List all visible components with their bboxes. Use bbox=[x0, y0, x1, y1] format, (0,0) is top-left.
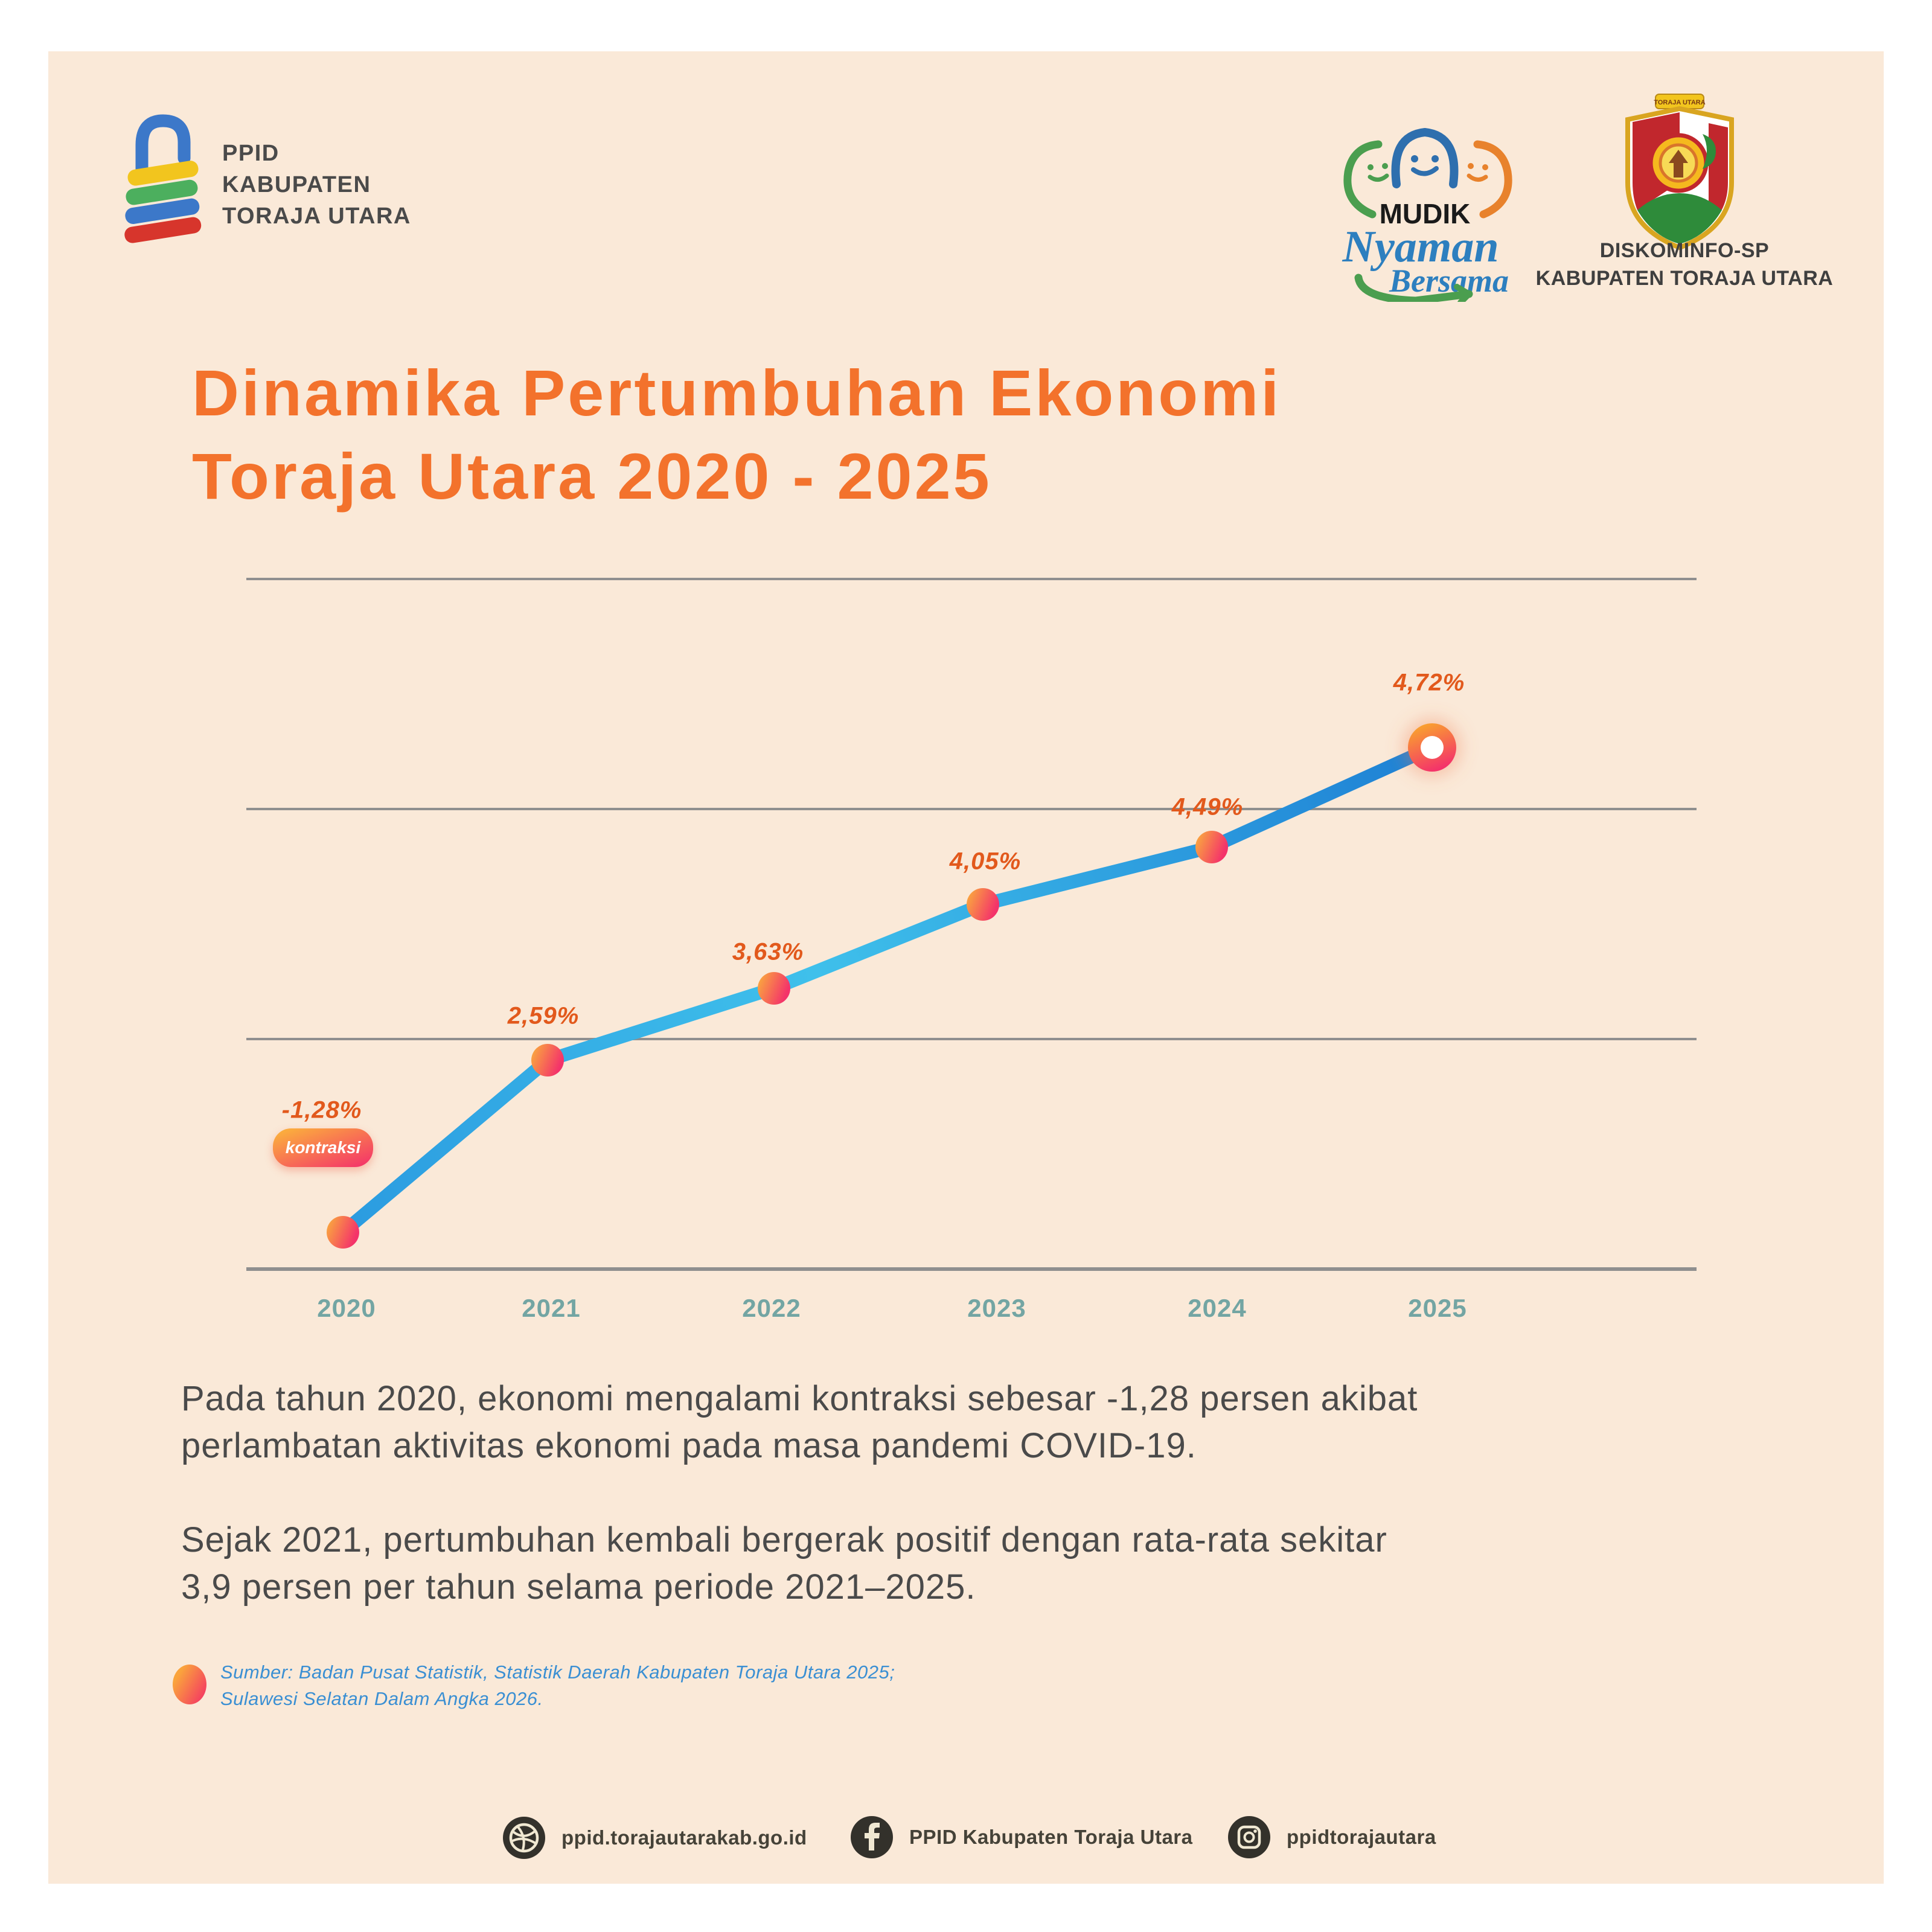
book-stack-icon bbox=[124, 161, 202, 243]
ppid-line2: KABUPATEN bbox=[222, 172, 371, 197]
footer-website-link[interactable]: ppid.torajautarakab.go.id bbox=[502, 1816, 807, 1860]
value-label-2024: 4,49% bbox=[1171, 793, 1244, 820]
crest-banner-text: TORAJA UTARA bbox=[1654, 99, 1705, 106]
kontraksi-badge: kontraksi bbox=[273, 1128, 373, 1167]
title-line1: Dinamika Pertumbuhan Ekonomi bbox=[192, 356, 1282, 429]
footer-facebook-label: PPID Kabupaten Toraja Utara bbox=[909, 1826, 1193, 1848]
footer-facebook-link[interactable]: PPID Kabupaten Toraja Utara bbox=[850, 1815, 1193, 1859]
diskominfo-line2: KABUPATEN TORAJA UTARA bbox=[1535, 267, 1834, 290]
year-label-2020: 2020 bbox=[317, 1294, 376, 1322]
footer-instagram-link[interactable]: ppidtorajautara bbox=[1227, 1815, 1436, 1859]
year-label-2022: 2022 bbox=[742, 1294, 801, 1322]
page-title: Dinamika Pertumbuhan Ekonomi Toraja Utar… bbox=[192, 351, 1281, 518]
kontraksi-badge-label: kontraksi bbox=[285, 1138, 361, 1157]
title-line2: Toraja Utara 2020 - 2025 bbox=[192, 440, 992, 513]
smiling-faces-icon bbox=[1343, 127, 1512, 219]
source-bullet-icon bbox=[173, 1665, 206, 1704]
year-label-2025: 2025 bbox=[1408, 1294, 1467, 1322]
toraja-utara-crest: TORAJA UTARA bbox=[1625, 94, 1734, 251]
paragraph-growth-recovery: Sejak 2021, pertumbuhan kembali bergerak… bbox=[181, 1517, 1387, 1611]
mudik-word: MUDIK bbox=[1380, 198, 1471, 229]
globe-icon bbox=[503, 1817, 545, 1859]
ppid-lock-logo bbox=[124, 114, 202, 243]
paragraph2-line2: 3,9 persen per tahun selama periode 2021… bbox=[181, 1567, 976, 1607]
diskominfo-line1: DISKOMINFO-SP bbox=[1599, 239, 1770, 262]
ppid-logo-text: PPID KABUPATEN TORAJA UTARA bbox=[222, 138, 411, 232]
value-label-2023: 4,05% bbox=[949, 848, 1022, 875]
lock-shackle-icon bbox=[135, 114, 191, 177]
card-background bbox=[48, 51, 1884, 1884]
instagram-icon bbox=[1228, 1816, 1270, 1858]
gridlines bbox=[246, 578, 1697, 1271]
facebook-icon bbox=[851, 1816, 893, 1858]
year-label-2023: 2023 bbox=[967, 1294, 1026, 1322]
nyaman-word: Nyaman bbox=[1342, 222, 1499, 272]
footer-instagram-label: ppidtorajautara bbox=[1287, 1826, 1436, 1848]
value-label-2025: 4,72% bbox=[1393, 669, 1465, 696]
source-citation: Sumber: Badan Pusat Statistik, Statistik… bbox=[220, 1659, 895, 1712]
value-label-2022: 3,63% bbox=[732, 938, 804, 965]
smile-arrow-icon bbox=[1454, 284, 1472, 302]
value-label-2020: -1,28% bbox=[281, 1096, 362, 1124]
year-label-2024: 2024 bbox=[1188, 1294, 1247, 1322]
diskominfo-caption: DISKOMINFO-SP KABUPATEN TORAJA UTARA bbox=[1536, 237, 1834, 292]
ppid-line3: TORAJA UTARA bbox=[222, 203, 411, 229]
mudik-nyaman-bersama-badge: MUDIK Nyaman Bersama bbox=[1342, 127, 1512, 302]
source-line2: Sulawesi Selatan Dalam Angka 2026. bbox=[220, 1688, 543, 1709]
smile-arc-icon bbox=[1354, 273, 1473, 302]
year-label-2021: 2021 bbox=[522, 1294, 581, 1322]
paragraph2-line1: Sejak 2021, pertumbuhan kembali bergerak… bbox=[181, 1520, 1387, 1559]
footer-website-label: ppid.torajautarakab.go.id bbox=[561, 1826, 807, 1849]
data-points bbox=[327, 718, 1461, 1249]
value-label-2021: 2,59% bbox=[507, 1002, 580, 1029]
paragraph1-line1: Pada tahun 2020, ekonomi mengalami kontr… bbox=[181, 1379, 1418, 1418]
paragraph-2020-contraction: Pada tahun 2020, ekonomi mengalami kontr… bbox=[181, 1375, 1418, 1470]
source-line1: Sumber: Badan Pusat Statistik, Statistik… bbox=[220, 1662, 895, 1683]
paragraph1-line2: perlambatan aktivitas ekonomi pada masa … bbox=[181, 1426, 1197, 1465]
ppid-line1: PPID bbox=[222, 141, 280, 166]
trend-line bbox=[336, 741, 1439, 1239]
